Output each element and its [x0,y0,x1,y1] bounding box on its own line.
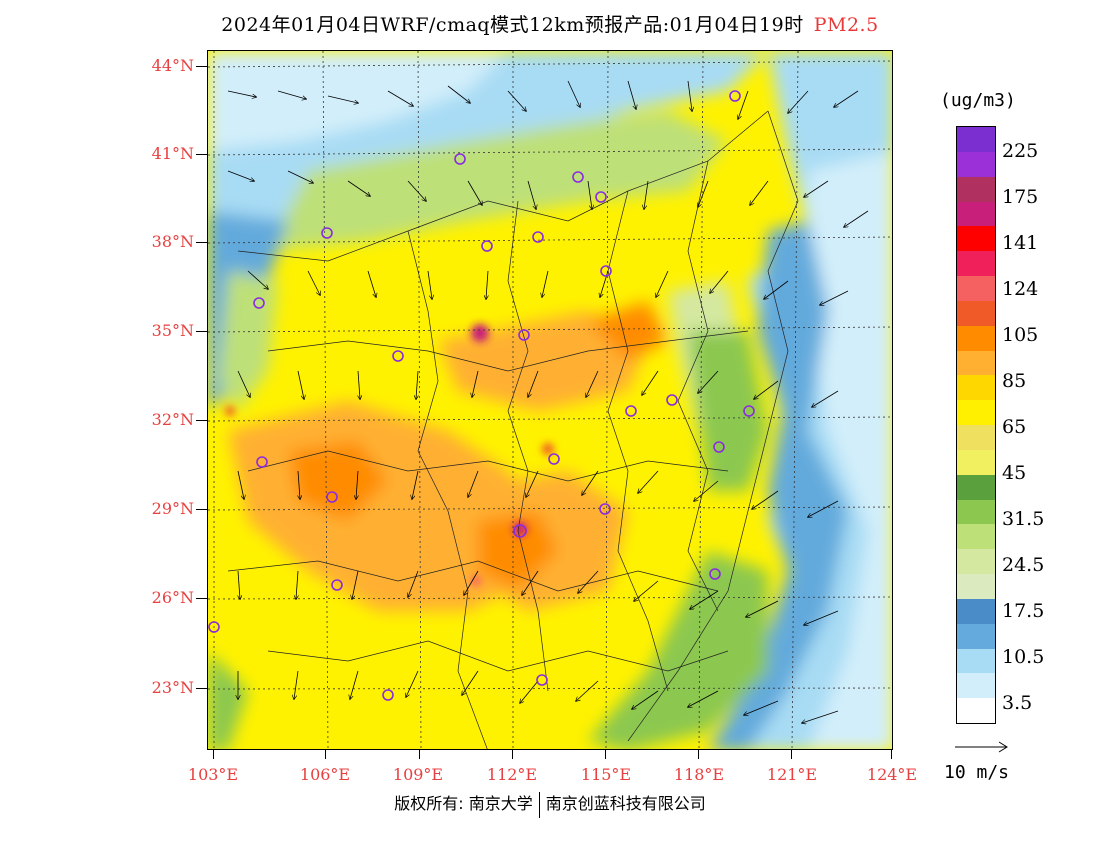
colorbar-swatch [957,524,995,550]
legend-unit: (ug/m3) [940,90,1016,111]
colorbar-swatch [957,201,995,227]
title-pollutant: PM2.5 [813,14,879,36]
copyright-right: 南京创蓝科技有限公司 [545,794,706,813]
lat-label-35: 35°N [151,321,194,340]
lat-label-26: 26°N [151,588,194,607]
colorbar-swatch [957,375,995,401]
graticule [208,51,892,749]
legend-label: 31.5 [1002,508,1045,530]
colorbar-swatch [957,698,995,724]
lat-tick [196,66,207,67]
colorbar-swatch [957,400,995,426]
legend-label: 225 [1002,140,1039,162]
province-borders [227,110,799,749]
colorbar-swatch [957,673,995,699]
colorbar-swatch [957,251,995,277]
legend-label: 141 [1002,232,1039,254]
lat-tick [196,331,207,332]
colorbar-swatch [957,648,995,674]
lon-label-121: 121°E [766,765,818,784]
wind-reference-arrow [955,741,1008,753]
lat-tick [196,598,207,599]
forecast-map[interactable] [207,50,893,750]
station-markers [208,90,755,701]
lat-label-23: 23°N [151,678,194,697]
legend-label: 24.5 [1002,554,1045,576]
colorbar-swatch [957,325,995,351]
colorbar-swatch [957,425,995,451]
colorbar-swatch [957,226,995,252]
wind-reference-label: 10 m/s [944,762,1010,783]
lon-label-118: 118°E [673,765,725,784]
lat-label-41: 41°N [151,144,194,163]
legend-label: 45 [1002,462,1027,484]
legend-label: 175 [1002,186,1039,208]
lat-label-38: 38°N [151,232,194,251]
lon-tick [512,750,513,759]
colorbar-swatch [957,449,995,476]
lat-tick [196,154,207,155]
copyright-footer: 版权所有: 南京大学 南京创蓝科技有限公司 [0,790,1100,818]
copyright-left: 版权所有: 南京大学 [394,794,533,813]
lon-tick [605,750,606,759]
lon-tick [325,750,326,759]
legend-label: 105 [1002,324,1039,346]
legend-label: 124 [1002,278,1039,300]
colorbar-swatch [957,350,995,376]
title-main: 2024年01月04日WRF/cmaq模式12km预报产品:01月04日19时 [221,14,804,36]
legend-label: 3.5 [1002,692,1033,714]
colorbar-swatch [957,574,995,600]
map-svg [208,51,892,749]
legend-label: 65 [1002,416,1027,438]
lon-tick [419,750,420,759]
colorbar-swatch [957,623,995,649]
colorbar-swatch [957,300,995,327]
legend-label: 17.5 [1002,600,1045,622]
lon-label-109: 109°E [392,765,444,784]
chart-title: 2024年01月04日WRF/cmaq模式12km预报产品:01月04日19时 P… [0,10,1100,37]
lon-tick [891,750,892,759]
colorbar-swatch [957,474,995,500]
legend-label: 10.5 [1002,646,1045,668]
lon-label-103: 103°E [187,765,239,784]
lat-tick [196,420,207,421]
colorbar-swatch [957,176,995,202]
lat-tick [196,688,207,689]
lat-tick [196,242,207,243]
lon-label-106: 106°E [299,765,351,784]
lon-tick [791,750,792,759]
lon-label-115: 115°E [580,765,632,784]
wind-vectors [227,80,869,723]
legend-label: 85 [1002,370,1027,392]
lon-label-124: 124°E [866,765,918,784]
colorbar-swatch [957,127,995,153]
colorbar [956,126,996,724]
colorbar-swatch [957,151,995,178]
lat-label-44: 44°N [151,56,194,75]
lon-tick [213,750,214,759]
footer-separator [538,791,540,818]
lat-tick [196,509,207,510]
colorbar-swatch [957,598,995,625]
colorbar-swatch [957,276,995,302]
colorbar-swatch [957,549,995,575]
lat-label-32: 32°N [151,410,194,429]
lat-label-29: 29°N [151,499,194,518]
lon-label-112: 112°E [486,765,538,784]
colorbar-swatch [957,499,995,525]
lon-tick [698,750,699,759]
